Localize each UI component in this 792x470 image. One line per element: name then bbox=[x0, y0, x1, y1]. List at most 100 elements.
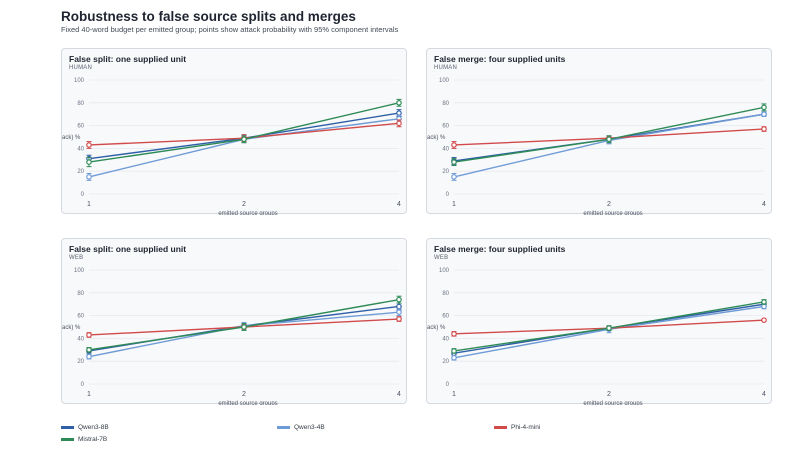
series-mistral-7b bbox=[451, 103, 767, 166]
legend: Qwen3-8B Qwen3-4B Phi-4-mini Mistral-7B bbox=[61, 424, 741, 448]
y-tick-label: 80 bbox=[442, 101, 449, 107]
x-tick-label: 4 bbox=[397, 391, 401, 398]
series-qwen3-4b bbox=[86, 114, 402, 181]
panel-title: False merge: four supplied units bbox=[434, 244, 566, 254]
legend-label: Qwen3-4B bbox=[294, 424, 325, 431]
panel-title: False split: one supplied unit bbox=[69, 54, 187, 64]
data-point bbox=[451, 331, 457, 337]
legend-label: Phi-4-mini bbox=[511, 424, 541, 431]
y-tick-label: 80 bbox=[77, 291, 84, 297]
plot-area: 0 20 40 60 80 100 1 2 4 emitted source groups p(at… bbox=[427, 78, 767, 215]
x-tick-label: 1 bbox=[87, 391, 91, 398]
y-axis-label: p(attack) % bbox=[62, 325, 81, 331]
data-point bbox=[761, 299, 767, 305]
chart-title: Robustness to false source splits and me… bbox=[61, 9, 356, 24]
chart-subtitle: Fixed 40-word budget per emitted group; … bbox=[61, 25, 399, 34]
x-tick-label: 2 bbox=[607, 391, 611, 398]
plot-area: 0 20 40 60 80 100 1 2 4 emitted source groups p(at… bbox=[62, 268, 402, 405]
data-point bbox=[606, 136, 612, 143]
data-point bbox=[241, 324, 247, 330]
data-point bbox=[451, 354, 457, 361]
x-tick-label: 2 bbox=[607, 201, 611, 208]
data-point bbox=[86, 174, 92, 180]
y-tick-label: 100 bbox=[74, 78, 85, 84]
y-tick-label: 100 bbox=[439, 78, 450, 84]
panel-title: False merge: four supplied units bbox=[434, 54, 566, 64]
y-tick-label: 100 bbox=[74, 268, 85, 274]
x-tick-label: 1 bbox=[452, 201, 456, 208]
y-tick-label: 40 bbox=[77, 146, 84, 152]
y-tick-label: 40 bbox=[442, 336, 449, 342]
y-tick-label: 20 bbox=[77, 169, 84, 175]
x-tick-label: 1 bbox=[87, 201, 91, 208]
y-axis-label: p(attack) % bbox=[62, 135, 81, 141]
y-tick-label: 40 bbox=[77, 336, 84, 342]
data-point bbox=[86, 159, 92, 165]
series-line bbox=[453, 113, 765, 178]
legend-item-mistral-7b: Mistral-7B bbox=[61, 436, 107, 443]
data-point bbox=[396, 303, 402, 310]
data-point bbox=[451, 159, 457, 165]
data-point bbox=[396, 120, 402, 127]
data-point bbox=[86, 353, 92, 360]
data-point bbox=[761, 104, 767, 111]
y-tick-label: 20 bbox=[77, 359, 84, 365]
panel-subtitle: WEB bbox=[69, 255, 84, 261]
data-point bbox=[451, 174, 457, 180]
y-tick-label: 20 bbox=[442, 169, 449, 175]
x-tick-label: 1 bbox=[452, 391, 456, 398]
series-line bbox=[88, 311, 400, 358]
y-tick-label: 60 bbox=[77, 314, 84, 320]
panel-subtitle: WEB bbox=[434, 255, 449, 261]
data-point bbox=[606, 325, 612, 331]
y-tick-label: 60 bbox=[442, 314, 449, 320]
data-point bbox=[451, 348, 457, 354]
panel-human-merge: False merge: four supplied units HUMAN 0… bbox=[426, 48, 772, 215]
data-point bbox=[241, 136, 247, 143]
data-point bbox=[396, 110, 402, 116]
legend-swatch bbox=[277, 426, 290, 429]
y-tick-label: 0 bbox=[446, 382, 450, 388]
series-mistral-7b bbox=[86, 295, 402, 353]
data-point bbox=[761, 111, 767, 117]
y-tick-label: 0 bbox=[81, 192, 85, 198]
y-tick-label: 80 bbox=[77, 101, 84, 107]
legend-item-phi-4-mini: Phi-4-mini bbox=[494, 424, 540, 431]
data-point bbox=[86, 142, 92, 148]
y-tick-label: 100 bbox=[439, 268, 450, 274]
y-tick-label: 0 bbox=[446, 192, 450, 198]
panel-subtitle: HUMAN bbox=[69, 65, 92, 71]
data-point bbox=[396, 316, 402, 322]
y-axis-label: p(attack) % bbox=[427, 325, 446, 331]
data-point bbox=[396, 309, 402, 315]
y-tick-label: 20 bbox=[442, 359, 449, 365]
panel-subtitle: HUMAN bbox=[434, 65, 457, 71]
data-point bbox=[451, 142, 457, 148]
y-tick-label: 40 bbox=[442, 146, 449, 152]
x-tick-label: 4 bbox=[762, 201, 766, 208]
y-axis-label: p(attack) % bbox=[427, 135, 446, 141]
plot-area: 0 20 40 60 80 100 1 2 4 emitted source groups p(at… bbox=[62, 78, 402, 215]
legend-item-qwen3-4b: Qwen3-4B bbox=[277, 424, 325, 431]
y-tick-label: 60 bbox=[442, 124, 449, 130]
legend-swatch bbox=[61, 426, 74, 429]
x-tick-label: 2 bbox=[242, 391, 246, 398]
series-mistral-7b bbox=[86, 98, 402, 168]
data-point bbox=[86, 332, 92, 338]
x-axis-label: emitted source groups bbox=[583, 401, 642, 405]
data-point bbox=[86, 347, 92, 353]
data-point bbox=[761, 303, 767, 310]
legend-swatch bbox=[494, 426, 507, 429]
x-axis-label: emitted source groups bbox=[583, 211, 642, 215]
x-axis-label: emitted source groups bbox=[218, 401, 277, 405]
y-tick-label: 60 bbox=[77, 124, 84, 130]
x-axis-label: emitted source groups bbox=[218, 211, 277, 215]
x-tick-label: 2 bbox=[242, 201, 246, 208]
data-point bbox=[396, 296, 402, 303]
x-tick-label: 4 bbox=[762, 391, 766, 398]
data-point bbox=[761, 317, 767, 323]
y-tick-label: 80 bbox=[442, 291, 449, 297]
data-point bbox=[396, 99, 402, 106]
data-point bbox=[761, 126, 767, 132]
panel-web-merge: False merge: four supplied units WEB 0 20… bbox=[426, 238, 772, 405]
